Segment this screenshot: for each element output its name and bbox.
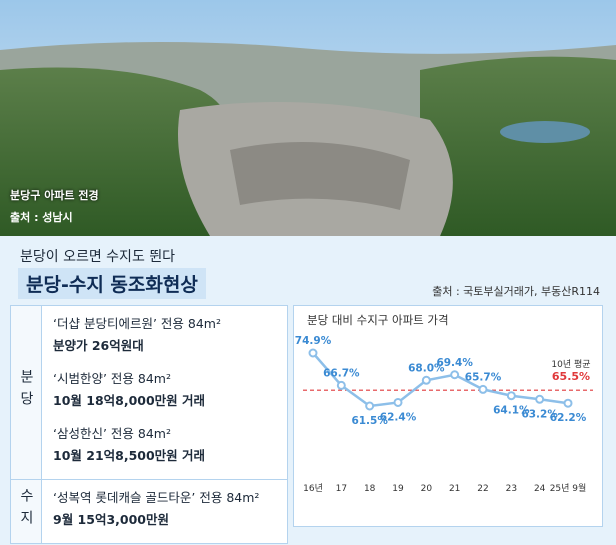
item-detail: 분양가 26억원대 (53, 338, 144, 353)
item-name: ‘삼성한신’ 전용 84m² (53, 426, 171, 441)
value-label: 68.0% (408, 362, 445, 374)
table: 분당 ‘더샵 분당티에르원’ 전용 84m² 분양가 26억원대 ‘시범한양’ 전용 … (10, 305, 288, 544)
item-detail: 10월 21억8,500만원 거래 (53, 448, 206, 463)
item-name: ‘더샵 분당티에르원’ 전용 84m² (53, 316, 221, 331)
value-label: 62.2% (550, 412, 587, 424)
x-tick-label: 17 (336, 484, 347, 494)
value-label: 63.2% (521, 408, 558, 420)
value-label: 69.4% (436, 357, 473, 369)
value-label: 66.7% (323, 367, 360, 379)
chart-title: 분당 대비 수지구 아파트 가격 (307, 313, 449, 327)
average-label: 10년 평균 (551, 359, 590, 370)
value-label: 61.5% (351, 415, 388, 427)
x-tick-label: 20 (421, 484, 433, 494)
point (336, 380, 346, 390)
item: ‘삼성한신’ 전용 84m² 10월 21억8,500만원 거래 (53, 423, 276, 464)
table-body: 분당 ‘더샵 분당티에르원’ 전용 84m² 분양가 26억원대 ‘시범한양’ 전용 … (10, 305, 288, 544)
x-tick-label: 16년 (303, 483, 323, 494)
point (421, 375, 431, 385)
item-detail: 10월 18억8,000만원 거래 (53, 393, 206, 408)
source: 출처 : 국토부실거래가, 부동산R114 (432, 285, 600, 298)
point (393, 397, 403, 407)
point (563, 398, 573, 408)
x-tick-label: 24 (534, 484, 546, 494)
photo-caption: 분당구 아파트 전경 (10, 188, 99, 202)
item: ‘성복역 롯데캐슬 골드타운’ 전용 84m² 9월 15억3,000만원 (53, 487, 276, 528)
table-row: 수지 ‘성복역 롯데캐슬 골드타운’ 전용 84m² 9월 15억3,000만원 (10, 479, 288, 544)
x-tick-label: 19 (392, 484, 404, 494)
chart-frame (293, 305, 603, 527)
row-header: 분당 (10, 305, 42, 480)
photo-source: 출처 : 성남시 (10, 210, 73, 224)
title: 분당-수지 동조화현상 (18, 268, 206, 299)
x-tick-label: 21 (449, 484, 460, 494)
x-tick-label: 18 (364, 484, 376, 494)
item-detail: 9월 15억3,000만원 (53, 512, 169, 527)
point (535, 394, 545, 404)
value-label: 62.4% (380, 411, 417, 423)
row-label: 수지 (18, 487, 34, 532)
line (312, 352, 569, 408)
subtitle: 분당이 오르면 수지도 뛴다 (20, 249, 176, 265)
row-cell: ‘성복역 롯데캐슬 골드타운’ 전용 84m² 9월 15억3,000만원 (41, 479, 288, 544)
point (450, 370, 460, 380)
table-row: 분당 ‘더샵 분당티에르원’ 전용 84m² 분양가 26억원대 ‘시범한양’ 전용 … (10, 305, 288, 480)
value-label: 74.9% (295, 335, 332, 347)
point (478, 384, 488, 394)
item: ‘더샵 분당티에르원’ 전용 84m² 분양가 26억원대 (53, 313, 276, 354)
point (506, 391, 516, 401)
item-name: ‘성복역 롯데캐슬 골드타운’ 전용 84m² (53, 490, 260, 505)
x-tick-label: 22 (477, 484, 488, 494)
point (365, 401, 375, 411)
item: ‘시범한양’ 전용 84m² 10월 18억8,000만원 거래 (53, 368, 276, 409)
item-name: ‘시범한양’ 전용 84m² (53, 371, 171, 386)
value-label: 65.7% (465, 371, 502, 383)
x-tick-label: 23 (506, 484, 517, 494)
value-label: 64.1% (493, 405, 530, 417)
aerial-photo: 분당구 아파트 전경 출처 : 성남시 (0, 0, 616, 236)
x-tick-label: 25년 9월 (550, 482, 587, 494)
row-header: 수지 (10, 479, 42, 544)
row-cell: ‘더샵 분당티에르원’ 전용 84m² 분양가 26억원대 ‘시범한양’ 전용 84… (41, 305, 288, 480)
average-value: 65.5% (552, 370, 590, 383)
point (308, 348, 318, 358)
row-label: 분당 (18, 368, 34, 413)
